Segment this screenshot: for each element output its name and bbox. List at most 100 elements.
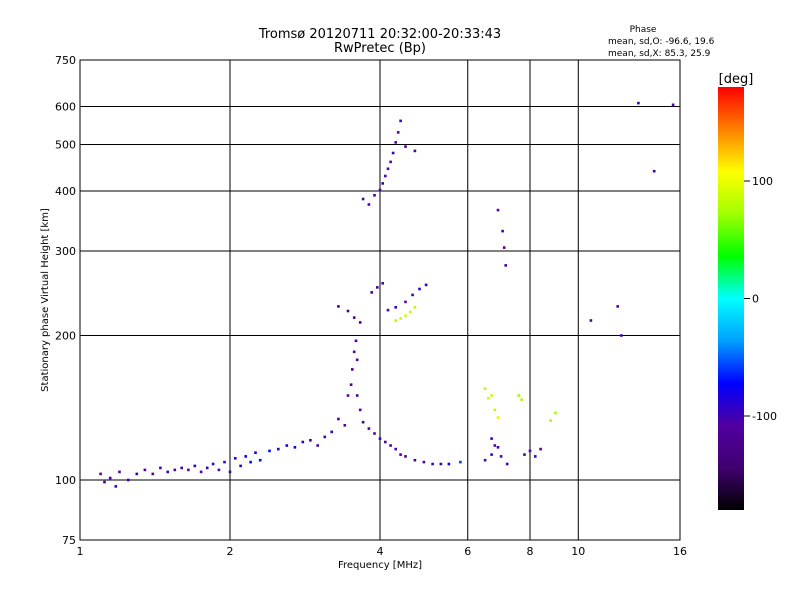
data-point xyxy=(199,470,203,474)
data-point xyxy=(376,286,379,289)
data-point xyxy=(394,306,397,309)
data-point xyxy=(404,145,407,148)
y-axis-ticks: 75 100 200 300 400 500 600 750 xyxy=(55,54,76,547)
data-point xyxy=(616,305,619,308)
colorbar-tick-label: 100 xyxy=(752,175,773,188)
x-axis-ticks: 1 2 4 6 8 10 16 xyxy=(77,545,688,558)
data-point xyxy=(370,291,373,294)
data-point xyxy=(391,151,395,155)
data-point xyxy=(493,408,497,412)
data-point xyxy=(143,468,147,472)
y-tick-label: 400 xyxy=(55,185,76,198)
x-tick-label: 10 xyxy=(571,545,585,558)
stats-line-o: mean, sd,O: -96.6, 19.6 xyxy=(608,37,715,47)
colorbar xyxy=(718,87,744,510)
data-point xyxy=(493,444,497,447)
data-point xyxy=(490,394,493,397)
data-point xyxy=(355,358,359,362)
data-point xyxy=(378,437,382,440)
colorbar-tick-label: 0 xyxy=(752,293,759,306)
data-point xyxy=(554,411,557,415)
data-point xyxy=(389,444,392,447)
data-point xyxy=(411,293,414,297)
data-point xyxy=(520,398,523,401)
data-point xyxy=(352,316,356,319)
data-point xyxy=(504,264,507,267)
data-point xyxy=(517,394,521,397)
data-points xyxy=(99,101,675,488)
data-point xyxy=(386,167,390,171)
x-tick-label: 1 xyxy=(77,545,84,558)
data-point xyxy=(355,394,359,397)
x-tick-label: 2 xyxy=(227,545,234,558)
data-point xyxy=(399,119,402,123)
data-point xyxy=(373,194,376,197)
data-point xyxy=(496,416,500,419)
data-point xyxy=(173,468,177,472)
data-point xyxy=(487,397,490,400)
data-point xyxy=(381,282,384,285)
x-tick-label: 4 xyxy=(377,545,384,558)
data-point xyxy=(620,334,623,337)
data-point xyxy=(258,458,262,462)
data-point xyxy=(422,460,426,464)
data-point xyxy=(378,188,382,192)
data-point xyxy=(367,427,371,430)
data-point xyxy=(151,472,155,476)
data-point xyxy=(549,419,552,422)
data-point xyxy=(367,203,371,206)
data-point xyxy=(501,229,504,233)
data-point xyxy=(103,480,106,484)
y-tick-label: 300 xyxy=(55,245,76,258)
plot-frame xyxy=(79,59,681,541)
data-point xyxy=(244,455,247,458)
data-point xyxy=(254,451,257,454)
data-point xyxy=(114,485,118,488)
data-point xyxy=(413,149,417,153)
stats-heading: Phase xyxy=(630,25,657,35)
data-point xyxy=(361,420,365,424)
data-point xyxy=(361,197,365,201)
data-point xyxy=(217,468,221,472)
y-tick-label: 100 xyxy=(55,474,76,487)
data-point xyxy=(408,310,412,314)
data-point xyxy=(424,283,428,287)
data-point xyxy=(187,468,190,472)
data-point xyxy=(413,458,417,462)
data-point xyxy=(346,309,350,313)
data-point xyxy=(239,464,242,468)
data-point xyxy=(205,466,209,470)
data-point xyxy=(211,462,215,466)
colorbar-ticks: 100 0 -100 xyxy=(744,175,777,423)
data-point xyxy=(316,444,319,447)
data-point xyxy=(490,453,493,456)
data-point xyxy=(354,339,358,343)
data-point xyxy=(346,394,350,397)
data-point xyxy=(293,446,297,449)
x-tick-label: 16 xyxy=(673,545,687,558)
data-point xyxy=(180,466,183,470)
data-point xyxy=(652,169,656,173)
data-point xyxy=(671,103,675,107)
y-axis-label: Stationary phase Virtual Height [km] xyxy=(40,208,51,392)
data-point xyxy=(396,131,400,134)
chart-title: Tromsø 20120711 20:32:00-20:33:43 xyxy=(258,27,501,42)
data-point xyxy=(323,435,327,439)
data-point xyxy=(193,464,197,468)
data-point xyxy=(358,408,362,412)
chart-subtitle: RwPretec (Bp) xyxy=(334,41,426,56)
data-point xyxy=(337,417,340,421)
data-point xyxy=(394,141,397,144)
data-point xyxy=(381,182,384,185)
y-tick-label: 200 xyxy=(55,330,76,343)
data-point xyxy=(309,439,312,442)
data-point xyxy=(343,424,347,427)
data-point xyxy=(384,174,387,178)
data-point xyxy=(499,455,503,458)
data-point xyxy=(301,440,305,444)
data-point xyxy=(330,430,333,434)
data-point xyxy=(502,246,506,249)
data-point xyxy=(418,287,421,291)
data-point xyxy=(459,460,462,464)
